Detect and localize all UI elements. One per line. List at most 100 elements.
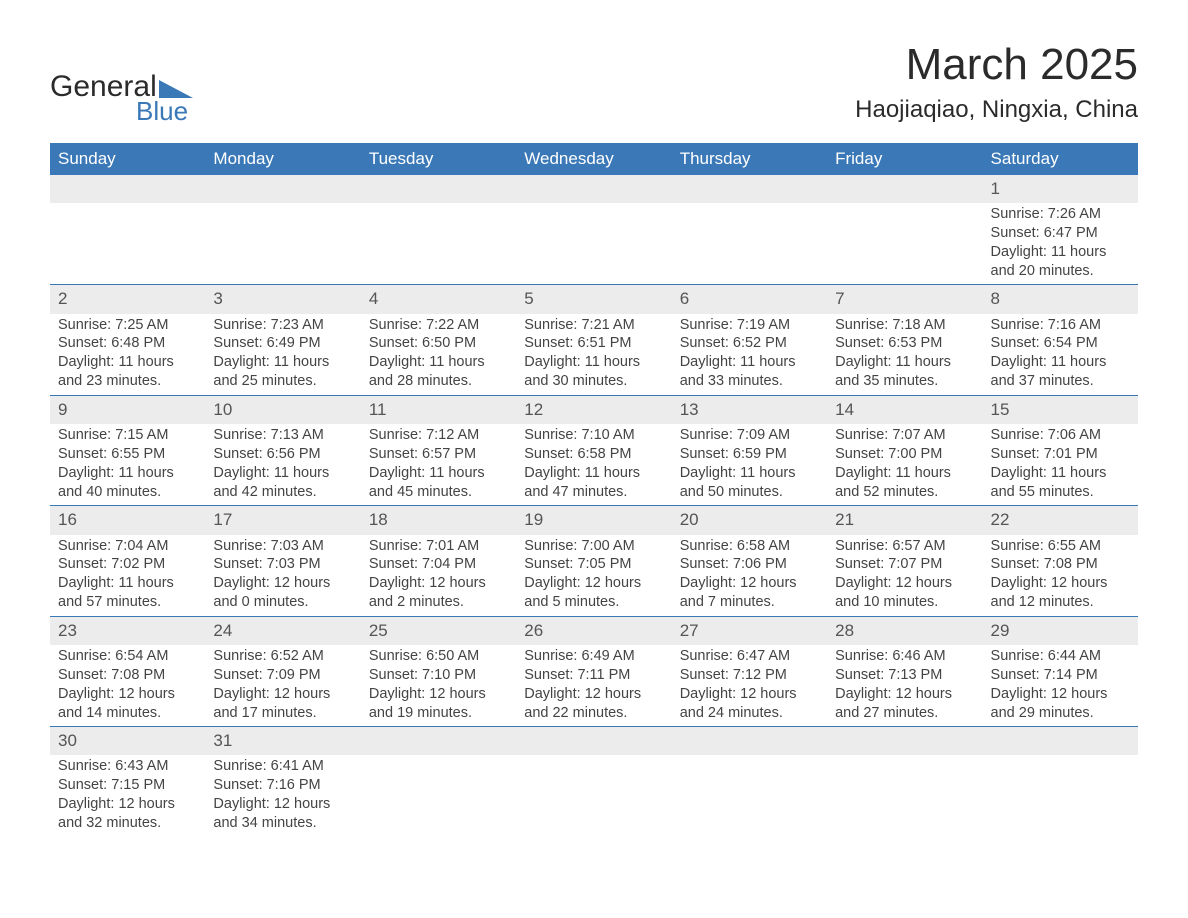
sunrise-line: Sunrise: 6:54 AM — [58, 647, 197, 666]
day-number: 28 — [827, 617, 982, 645]
day-body: Sunrise: 7:01 AMSunset: 7:04 PMDaylight:… — [361, 535, 516, 616]
day-number: 25 — [361, 617, 516, 645]
daylight-line-1: Daylight: 12 hours — [524, 685, 663, 704]
daylight-line-2: and 23 minutes. — [58, 372, 197, 391]
day-cell-body: Sunrise: 6:47 AMSunset: 7:12 PMDaylight:… — [672, 645, 827, 727]
daylight-line-1: Daylight: 12 hours — [58, 685, 197, 704]
day-body: Sunrise: 7:18 AMSunset: 6:53 PMDaylight:… — [827, 314, 982, 395]
sunrise-line: Sunrise: 7:04 AM — [58, 537, 197, 556]
day-cell-number: 3 — [205, 285, 360, 314]
day-body: Sunrise: 7:04 AMSunset: 7:02 PMDaylight:… — [50, 535, 205, 616]
day-number — [361, 727, 516, 733]
daylight-line-2: and 29 minutes. — [991, 704, 1130, 723]
sunrise-line: Sunrise: 7:23 AM — [213, 316, 352, 335]
day-cell-number: 8 — [983, 285, 1138, 314]
sunset-line: Sunset: 6:52 PM — [680, 334, 819, 353]
day-cell-body — [827, 755, 982, 836]
sunrise-line: Sunrise: 7:06 AM — [991, 426, 1130, 445]
day-cell-number: 13 — [672, 395, 827, 424]
day-body: Sunrise: 7:12 AMSunset: 6:57 PMDaylight:… — [361, 424, 516, 505]
day-body: Sunrise: 6:52 AMSunset: 7:09 PMDaylight:… — [205, 645, 360, 726]
day-cell-number: 15 — [983, 395, 1138, 424]
day-number: 14 — [827, 396, 982, 424]
daylight-line-2: and 55 minutes. — [991, 483, 1130, 502]
day-cell-number — [672, 727, 827, 756]
sunset-line: Sunset: 7:08 PM — [991, 555, 1130, 574]
day-number: 4 — [361, 285, 516, 313]
day-cell-number: 6 — [672, 285, 827, 314]
day-cell-body: Sunrise: 7:19 AMSunset: 6:52 PMDaylight:… — [672, 314, 827, 396]
sunrise-line: Sunrise: 6:44 AM — [991, 647, 1130, 666]
sunset-line: Sunset: 7:13 PM — [835, 666, 974, 685]
daylight-line-1: Daylight: 12 hours — [524, 574, 663, 593]
sunrise-line: Sunrise: 7:16 AM — [991, 316, 1130, 335]
day-number: 8 — [983, 285, 1138, 313]
day-cell-body — [205, 203, 360, 285]
day-number — [361, 175, 516, 181]
day-cell-body: Sunrise: 6:44 AMSunset: 7:14 PMDaylight:… — [983, 645, 1138, 727]
daylight-line-2: and 27 minutes. — [835, 704, 974, 723]
daylight-line-2: and 37 minutes. — [991, 372, 1130, 391]
day-number — [827, 175, 982, 181]
day-cell-body — [516, 203, 671, 285]
day-number: 7 — [827, 285, 982, 313]
daylight-line-2: and 40 minutes. — [58, 483, 197, 502]
day-number: 20 — [672, 506, 827, 534]
daylight-line-2: and 22 minutes. — [524, 704, 663, 723]
day-cell-body: Sunrise: 7:03 AMSunset: 7:03 PMDaylight:… — [205, 535, 360, 617]
daylight-line-2: and 47 minutes. — [524, 483, 663, 502]
daylight-line-1: Daylight: 11 hours — [991, 243, 1130, 262]
day-number — [205, 175, 360, 181]
daylight-line-2: and 34 minutes. — [213, 814, 352, 833]
sunset-line: Sunset: 7:04 PM — [369, 555, 508, 574]
day-cell-body: Sunrise: 7:06 AMSunset: 7:01 PMDaylight:… — [983, 424, 1138, 506]
week-daynum-row: 16171819202122 — [50, 506, 1138, 535]
day-cell-number: 22 — [983, 506, 1138, 535]
day-body: Sunrise: 7:21 AMSunset: 6:51 PMDaylight:… — [516, 314, 671, 395]
sunset-line: Sunset: 7:01 PM — [991, 445, 1130, 464]
daylight-line-1: Daylight: 11 hours — [213, 464, 352, 483]
day-cell-number: 4 — [361, 285, 516, 314]
title-block: March 2025 Haojiaqiao, Ningxia, China — [855, 40, 1138, 124]
day-header: Monday — [205, 143, 360, 175]
day-body: Sunrise: 7:10 AMSunset: 6:58 PMDaylight:… — [516, 424, 671, 505]
day-number — [672, 727, 827, 733]
day-cell-body: Sunrise: 7:10 AMSunset: 6:58 PMDaylight:… — [516, 424, 671, 506]
daylight-line-1: Daylight: 12 hours — [835, 685, 974, 704]
day-body: Sunrise: 6:50 AMSunset: 7:10 PMDaylight:… — [361, 645, 516, 726]
day-body: Sunrise: 7:07 AMSunset: 7:00 PMDaylight:… — [827, 424, 982, 505]
sunset-line: Sunset: 7:06 PM — [680, 555, 819, 574]
day-body: Sunrise: 6:44 AMSunset: 7:14 PMDaylight:… — [983, 645, 1138, 726]
day-body: Sunrise: 7:03 AMSunset: 7:03 PMDaylight:… — [205, 535, 360, 616]
day-cell-number: 10 — [205, 395, 360, 424]
daylight-line-1: Daylight: 11 hours — [58, 353, 197, 372]
day-number: 2 — [50, 285, 205, 313]
week-body-row: Sunrise: 7:15 AMSunset: 6:55 PMDaylight:… — [50, 424, 1138, 506]
day-cell-body: Sunrise: 6:57 AMSunset: 7:07 PMDaylight:… — [827, 535, 982, 617]
daylight-line-2: and 28 minutes. — [369, 372, 508, 391]
daylight-line-1: Daylight: 11 hours — [524, 464, 663, 483]
daylight-line-2: and 24 minutes. — [680, 704, 819, 723]
day-cell-number: 16 — [50, 506, 205, 535]
day-number — [983, 727, 1138, 733]
daylight-line-1: Daylight: 12 hours — [680, 574, 819, 593]
sunset-line: Sunset: 7:08 PM — [58, 666, 197, 685]
day-cell-number: 2 — [50, 285, 205, 314]
day-cell-number: 23 — [50, 616, 205, 645]
sunset-line: Sunset: 6:59 PM — [680, 445, 819, 464]
day-body: Sunrise: 7:26 AMSunset: 6:47 PMDaylight:… — [983, 203, 1138, 284]
day-cell-body: Sunrise: 7:18 AMSunset: 6:53 PMDaylight:… — [827, 314, 982, 396]
day-cell-number: 28 — [827, 616, 982, 645]
day-cell-body: Sunrise: 6:58 AMSunset: 7:06 PMDaylight:… — [672, 535, 827, 617]
day-cell-number — [361, 175, 516, 203]
day-body: Sunrise: 7:19 AMSunset: 6:52 PMDaylight:… — [672, 314, 827, 395]
day-cell-number: 9 — [50, 395, 205, 424]
day-cell-number: 14 — [827, 395, 982, 424]
daylight-line-2: and 20 minutes. — [991, 262, 1130, 281]
day-cell-number — [672, 175, 827, 203]
daylight-line-2: and 45 minutes. — [369, 483, 508, 502]
day-number — [672, 175, 827, 181]
day-number: 9 — [50, 396, 205, 424]
daylight-line-1: Daylight: 12 hours — [213, 795, 352, 814]
daylight-line-2: and 12 minutes. — [991, 593, 1130, 612]
